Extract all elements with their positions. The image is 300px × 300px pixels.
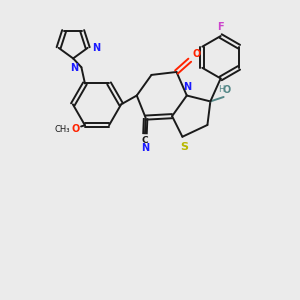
Text: F: F (218, 22, 224, 32)
Text: N: N (141, 142, 149, 153)
Text: N: N (183, 82, 191, 92)
Text: O: O (192, 49, 200, 59)
Text: O: O (72, 124, 80, 134)
Text: C: C (142, 136, 148, 145)
Text: N: N (92, 43, 100, 53)
Text: O: O (222, 85, 230, 95)
Text: N: N (70, 62, 78, 73)
Text: H: H (218, 85, 225, 94)
Text: S: S (180, 142, 188, 152)
Text: CH₃: CH₃ (55, 125, 70, 134)
